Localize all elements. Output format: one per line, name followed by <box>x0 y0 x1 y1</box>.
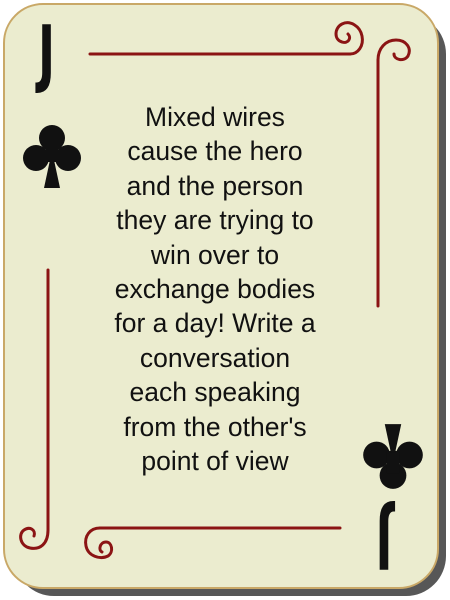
card-prompt-text: Mixed wires cause the hero and the perso… <box>95 100 335 478</box>
prompt-line: and the person <box>126 170 304 201</box>
club-icon <box>23 125 81 188</box>
top-right-scroll <box>334 21 364 56</box>
bottom-left-scroll <box>84 526 114 560</box>
prompt-line: for a day! Write a <box>114 308 316 339</box>
prompt-line: win over to <box>150 239 280 270</box>
prompt-line: each speaking <box>129 377 301 408</box>
prompt-line: point of view <box>141 446 289 477</box>
playing-card[interactable] <box>3 3 439 589</box>
prompt-line: conversation <box>139 342 291 373</box>
prompt-line: exchange bodies <box>114 274 316 305</box>
prompt-line: cause the hero <box>127 136 303 167</box>
rank-bottom: J <box>375 498 393 584</box>
prompt-line: Mixed wires <box>145 102 285 132</box>
prompt-line: from the other's <box>123 411 307 442</box>
prompt-line: they are trying to <box>116 205 314 236</box>
rank-top: J <box>38 10 56 96</box>
club-icon <box>363 424 423 489</box>
left-bottom-scroll <box>19 526 50 550</box>
right-scroll <box>376 38 411 62</box>
